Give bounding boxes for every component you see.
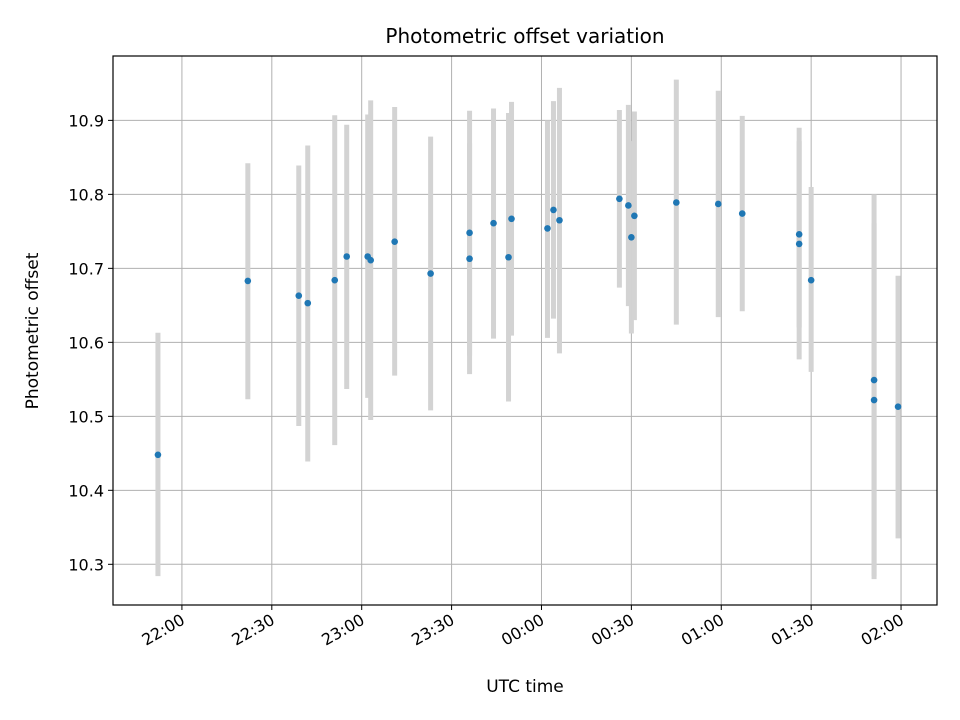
data-point bbox=[295, 292, 303, 300]
data-point bbox=[795, 231, 803, 238]
data-point bbox=[550, 206, 557, 214]
data-point bbox=[244, 277, 252, 285]
data-point bbox=[508, 215, 515, 223]
data-point bbox=[343, 253, 351, 260]
y-tick-label: 10.8 bbox=[68, 185, 104, 204]
data-point bbox=[505, 253, 512, 261]
data-point bbox=[391, 238, 398, 246]
data-point bbox=[628, 233, 635, 241]
data-point bbox=[556, 216, 563, 224]
data-point bbox=[807, 276, 815, 284]
data-point bbox=[466, 229, 473, 237]
data-point bbox=[673, 199, 680, 206]
data-point bbox=[625, 202, 632, 209]
data-point bbox=[367, 256, 374, 264]
y-tick-label: 10.6 bbox=[68, 333, 104, 352]
data-point bbox=[870, 396, 878, 404]
data-point bbox=[738, 210, 746, 217]
y-tick-label: 10.4 bbox=[68, 481, 104, 500]
y-axis-ticks: 10.3 10.4 10.5 10.6 10.7 10.8 10.9 bbox=[68, 111, 113, 574]
data-point bbox=[154, 451, 162, 459]
data-point bbox=[466, 255, 473, 263]
data-markers bbox=[154, 195, 902, 459]
data-point bbox=[427, 270, 434, 277]
y-tick-label: 10.7 bbox=[68, 259, 104, 278]
y-tick-label: 10.5 bbox=[68, 407, 104, 426]
plot-area-frame bbox=[112, 55, 938, 606]
data-point bbox=[714, 200, 722, 208]
data-point bbox=[631, 212, 638, 220]
data-point bbox=[894, 403, 902, 411]
data-point bbox=[331, 276, 339, 284]
chart-title: Photometric offset variation bbox=[385, 24, 664, 48]
data-point bbox=[616, 195, 623, 203]
x-axis-label: UTC time bbox=[486, 677, 564, 697]
data-point bbox=[304, 299, 312, 307]
y-axis-label: Photometric offset bbox=[23, 252, 43, 409]
y-tick-label: 10.9 bbox=[68, 111, 104, 130]
y-tick-label: 10.3 bbox=[68, 555, 104, 574]
data-point bbox=[795, 240, 803, 248]
data-point bbox=[870, 376, 878, 384]
data-point bbox=[544, 225, 551, 232]
data-point bbox=[490, 219, 497, 227]
